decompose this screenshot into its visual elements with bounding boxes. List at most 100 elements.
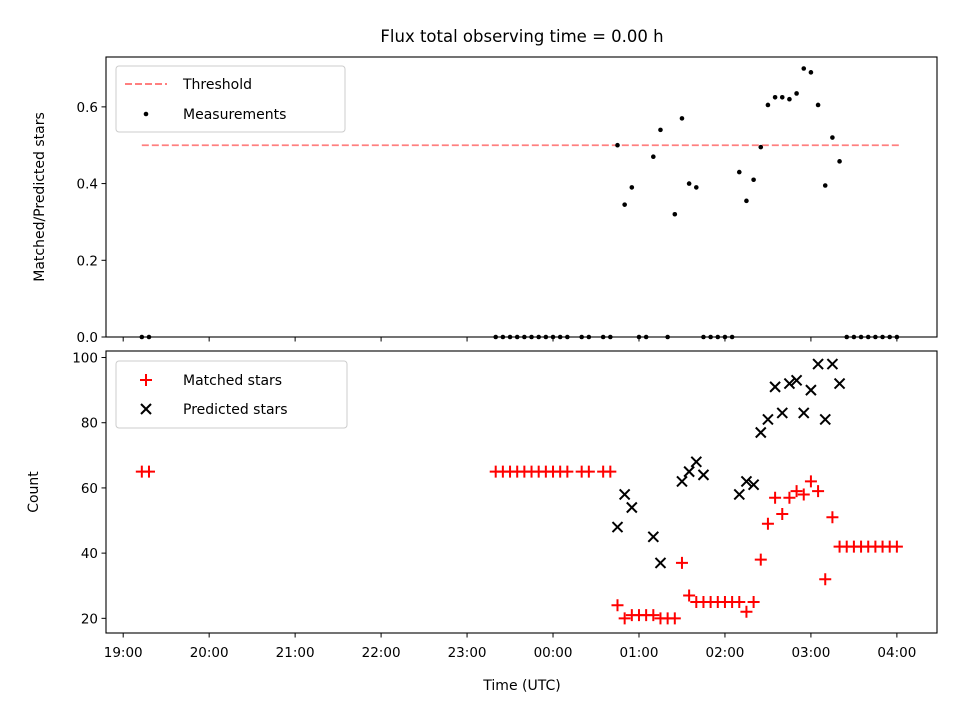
predicted-star-point	[697, 469, 710, 481]
bottom-panel-frame	[105, 350, 938, 634]
predicted-star-point	[798, 407, 810, 419]
matched-star-point	[668, 612, 681, 625]
measurement-point	[651, 154, 656, 160]
measurement-point	[779, 94, 785, 100]
matched-star-point	[618, 612, 631, 625]
matched-star-point	[826, 511, 839, 524]
predicted-star-point	[676, 475, 688, 488]
predicted-star-point	[747, 478, 760, 491]
matched-star-point	[582, 465, 595, 478]
predicted-star-point	[790, 374, 803, 387]
measurement-point	[629, 185, 635, 190]
measurement-point	[744, 198, 749, 204]
matched-star-point	[769, 491, 782, 504]
predicted-star-point	[626, 501, 638, 514]
measurement-point	[815, 102, 821, 108]
top-legend-frame	[115, 65, 346, 133]
predicted-legend-swatch	[140, 403, 152, 415]
predicted-star-point	[683, 465, 695, 478]
measurement-point	[794, 91, 799, 96]
matched-star-point	[647, 609, 660, 622]
measurement-point	[679, 116, 685, 121]
x-tick-label: 04:00	[877, 645, 916, 661]
predicted-star-point	[654, 557, 667, 569]
matched-star-point	[561, 465, 574, 478]
matched-star-point	[683, 589, 696, 602]
top-y-tick-label: 0.4	[77, 177, 98, 193]
matched-star-point	[819, 573, 832, 586]
predicted-star-point	[690, 456, 703, 468]
x-tick-label: 23:00	[448, 645, 487, 661]
bottom-legend-frame	[115, 360, 348, 429]
measurement-point	[765, 102, 771, 108]
top-panel-frame	[105, 56, 938, 338]
bottom-y-tick-label: 20	[81, 611, 98, 627]
matched-star-point	[890, 540, 903, 553]
x-tick-label: 02:00	[705, 645, 744, 661]
matched-star-point	[604, 465, 617, 478]
predicted-star-point	[826, 358, 839, 370]
matched-legend-swatch	[140, 374, 152, 386]
matched-star-point	[761, 517, 774, 530]
predicted-star-point	[776, 407, 788, 419]
predicted-legend-label: Predicted stars	[183, 402, 288, 418]
measurements-legend-swatch	[143, 111, 149, 117]
measurement-point	[822, 183, 828, 188]
x-tick-label: 22:00	[362, 645, 401, 661]
bottom-legend: Matched stars Predicted stars	[115, 360, 348, 429]
measurement-point	[672, 211, 678, 217]
predicted-star-point	[805, 384, 817, 396]
matched-star-point	[812, 485, 825, 498]
top-legend: Threshold Measurements	[115, 65, 346, 133]
matched-star-point	[783, 491, 796, 504]
matched-star-point	[142, 465, 155, 478]
measurement-point	[787, 96, 792, 102]
bottom-y-axis: 20 40 60 80 100	[72, 351, 106, 627]
bottom-y-axis-label: Count	[26, 471, 42, 513]
matched-star-point	[754, 553, 767, 566]
bottom-y-tick-label: 60	[81, 481, 98, 497]
predicted-star-point	[733, 488, 745, 501]
bottom-y-tick-label: 40	[81, 546, 98, 562]
predicted-star-point	[812, 358, 824, 370]
measurement-point	[758, 144, 764, 150]
x-axis-label: Time (UTC)	[482, 678, 560, 694]
matched-star-point	[797, 488, 810, 501]
measurement-point	[693, 185, 699, 190]
bottom-y-tick-label: 80	[81, 416, 98, 432]
predicted-star-point	[833, 377, 846, 390]
measurements-legend-label: Measurements	[183, 107, 286, 123]
measurement-point	[686, 181, 692, 186]
measurement-point	[736, 169, 742, 175]
top-x-ticks	[122, 337, 898, 342]
x-tick-label: 01:00	[620, 645, 659, 661]
predicted-star-point	[819, 413, 831, 426]
predicted-star-point	[611, 521, 624, 533]
x-tick-label: 00:00	[534, 645, 573, 661]
predicted-star-point	[783, 377, 796, 390]
top-y-axis: 0.0 0.2 0.4 0.6	[77, 100, 106, 346]
measurement-point	[837, 159, 842, 164]
top-panel: 0.0 0.2 0.4 0.6 Matched/Predicted stars Thr…	[32, 56, 938, 346]
matched-star-point	[790, 485, 803, 498]
predicted-star-point	[769, 381, 781, 393]
matched-star-point	[675, 556, 688, 569]
x-tick-label: 21:00	[276, 645, 315, 661]
top-y-tick-label: 0.0	[77, 330, 98, 346]
predicted-star-point	[618, 488, 631, 501]
matched-star-point	[740, 605, 753, 618]
count-points	[135, 358, 903, 625]
predicted-star-point	[740, 475, 753, 488]
bottom-y-tick-label: 100	[72, 351, 98, 367]
x-tick-label: 19:00	[104, 645, 143, 661]
bottom-panel: 20 40 60 80 100 19:00 20:00 21:00 22:00 23:00 00:…	[26, 350, 938, 694]
predicted-star-point	[755, 426, 767, 439]
measurement-point	[622, 202, 627, 207]
bottom-x-axis: 19:00 20:00 21:00 22:00 23:00 00:00 01:00 02:00…	[104, 633, 916, 661]
top-y-tick-label: 0.6	[77, 100, 98, 116]
measurement-point	[801, 66, 807, 71]
measurement-point	[658, 127, 663, 133]
matched-star-point	[611, 599, 624, 612]
top-y-axis-label: Matched/Predicted stars	[32, 112, 48, 282]
